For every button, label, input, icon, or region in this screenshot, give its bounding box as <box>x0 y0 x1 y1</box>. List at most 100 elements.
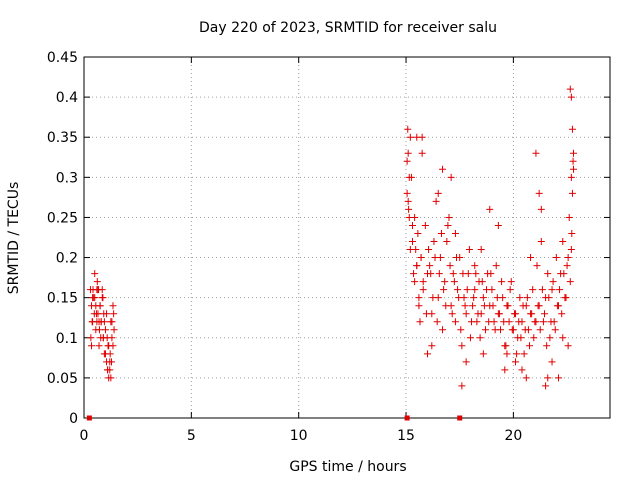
data-point <box>458 342 466 350</box>
plot-frame <box>83 56 611 419</box>
data-point <box>405 173 413 181</box>
data-point <box>415 302 423 310</box>
zero-value-marker <box>86 415 92 421</box>
data-point <box>525 342 533 350</box>
data-point <box>494 221 502 229</box>
data-point <box>564 254 572 262</box>
data-point <box>504 302 512 310</box>
data-point <box>441 278 449 286</box>
data-point <box>471 262 479 270</box>
data-point <box>538 286 546 294</box>
data-point <box>512 358 520 366</box>
data-point <box>562 294 570 302</box>
data-point <box>104 366 112 374</box>
data-point <box>457 326 465 334</box>
data-point <box>533 262 541 270</box>
data-point <box>107 358 115 366</box>
data-point <box>424 350 432 358</box>
y-tick-label: 0.4 <box>56 90 78 106</box>
data-point <box>90 310 98 318</box>
data-point <box>463 286 471 294</box>
data-point <box>539 318 547 326</box>
data-point <box>465 246 473 254</box>
data-point <box>516 294 524 302</box>
x-tick-labels: 0 5 10 15 20 <box>80 428 523 444</box>
data-point <box>480 302 488 310</box>
data-point <box>543 342 551 350</box>
data-point <box>541 310 549 318</box>
data-point <box>444 221 452 229</box>
zero-value-marker <box>404 415 410 421</box>
data-point <box>87 334 95 342</box>
data-point <box>428 342 436 350</box>
data-point <box>568 125 576 133</box>
data-point <box>545 294 553 302</box>
data-point <box>88 342 96 350</box>
data-point <box>486 205 494 213</box>
data-point <box>449 270 457 278</box>
data-point <box>445 213 453 221</box>
data-point <box>425 246 433 254</box>
data-point <box>534 302 542 310</box>
data-point <box>570 149 578 157</box>
data-point <box>566 278 574 286</box>
data-point <box>569 157 577 165</box>
data-point <box>548 286 556 294</box>
data-point <box>89 294 97 302</box>
data-point <box>435 270 443 278</box>
data-point <box>95 286 103 294</box>
y-tick-label: 0.1 <box>56 331 78 347</box>
data-point <box>443 238 451 246</box>
data-point <box>468 318 476 326</box>
data-point <box>109 342 117 350</box>
data-point <box>439 326 447 334</box>
data-point <box>568 189 576 197</box>
data-point <box>110 310 118 318</box>
data-point <box>544 374 552 382</box>
data-point <box>492 262 500 270</box>
data-point <box>404 125 412 133</box>
data-point <box>518 366 526 374</box>
data-point <box>570 165 578 173</box>
data-point <box>411 278 419 286</box>
data-point <box>476 334 484 342</box>
data-point <box>529 286 537 294</box>
data-point <box>493 294 501 302</box>
data-point <box>99 294 107 302</box>
data-point <box>406 246 414 254</box>
data-point <box>503 350 511 358</box>
data-point <box>107 374 115 382</box>
grid-lines <box>84 57 610 418</box>
data-point <box>567 246 575 254</box>
chart-title: Day 220 of 2023, SRMTID for receiver sal… <box>199 20 497 36</box>
data-point <box>520 350 528 358</box>
data-point <box>419 286 427 294</box>
data-point <box>481 326 489 334</box>
data-point <box>560 270 568 278</box>
data-point <box>507 278 515 286</box>
data-point <box>564 342 572 350</box>
data-point <box>517 334 525 342</box>
zero-value-marker <box>457 415 463 421</box>
data-point <box>406 133 414 141</box>
data-point <box>455 294 463 302</box>
data-point <box>568 229 576 237</box>
data-point <box>549 278 557 286</box>
y-tick-label: 0.35 <box>47 130 78 146</box>
data-point <box>489 302 497 310</box>
data-point <box>506 286 514 294</box>
data-point <box>537 238 545 246</box>
y-tick-labels: 0 0.05 0.1 0.15 0.2 0.25 0.3 0.35 0.4 0.45 <box>47 50 78 427</box>
data-point <box>495 310 503 318</box>
data-point <box>479 294 487 302</box>
data-point <box>510 310 518 318</box>
data-point <box>523 294 531 302</box>
data-point <box>431 254 439 262</box>
data-point <box>469 302 477 310</box>
x-tick-label: 0 <box>80 428 89 444</box>
data-point <box>452 254 460 262</box>
data-point <box>440 286 448 294</box>
data-point <box>530 334 538 342</box>
x-tick-label: 20 <box>504 428 522 444</box>
